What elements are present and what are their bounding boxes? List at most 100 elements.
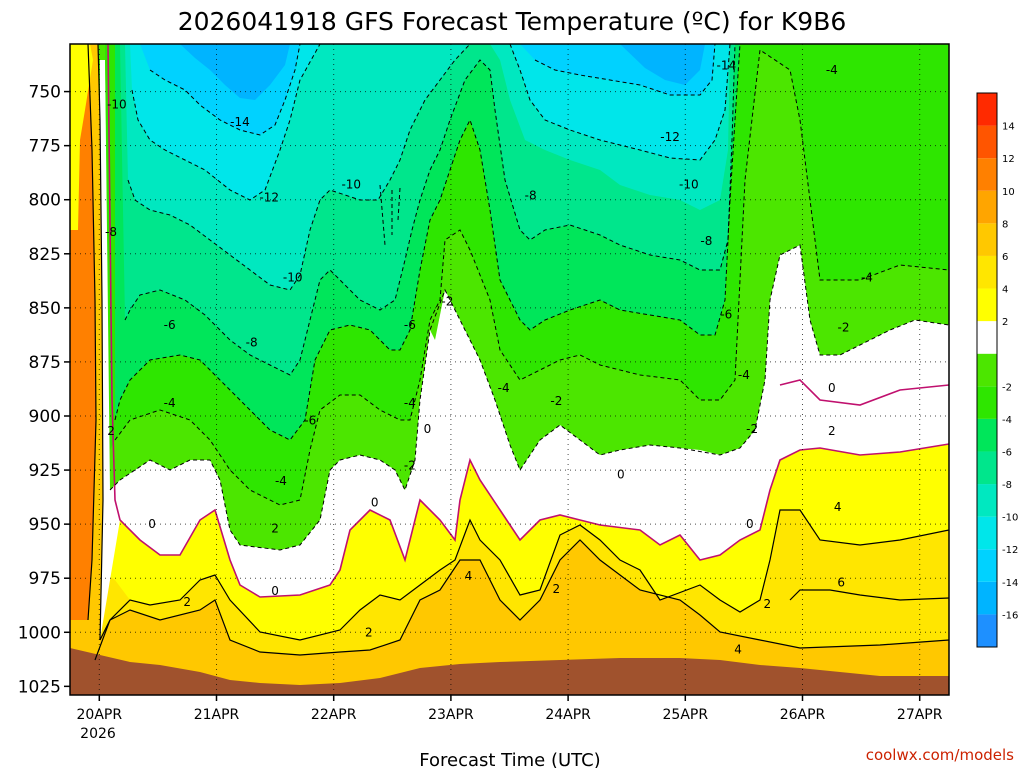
x-tick-label: 21APR xyxy=(194,707,240,723)
chart-title: 2026041918 GFS Forecast Temperature (ºC)… xyxy=(178,7,847,36)
colorbar-swatch xyxy=(977,190,997,224)
contour-label: 0 xyxy=(746,517,754,531)
contour-dashed xyxy=(109,44,949,551)
contour-label: 0 xyxy=(271,584,279,598)
contour-zero xyxy=(107,44,949,598)
contour-label: 2 xyxy=(764,597,772,611)
y-tick-label: 900 xyxy=(29,407,61,427)
contour-label: 2 xyxy=(107,424,115,438)
x-tick-label: 27APR xyxy=(897,707,943,723)
colorbar-swatch xyxy=(977,418,997,452)
y-tick-label: 825 xyxy=(29,245,61,265)
colorbar-tick-label: -12 xyxy=(1002,545,1018,556)
contour-label: 2 xyxy=(271,521,279,535)
x-tick-label: 20APR xyxy=(77,707,123,723)
contour-label: -8 xyxy=(246,335,258,349)
contour-label: -6 xyxy=(164,318,176,332)
contour-label: -14 xyxy=(230,115,250,129)
x-axis: 20APR 21APR 22APR 23APR 24APR 25APR 26APR 27APR xyxy=(77,695,943,723)
colorbar-swatch xyxy=(977,223,997,256)
x-tick-label: 26APR xyxy=(780,707,826,723)
contour-label: -4 xyxy=(861,271,873,285)
band-neg18-neg16 xyxy=(180,44,705,100)
contour-label: -2 xyxy=(550,394,562,408)
y-tick-label: 750 xyxy=(29,83,61,103)
ground xyxy=(70,648,949,695)
colorbar-frame xyxy=(976,92,998,648)
contour-label: 4 xyxy=(465,569,473,583)
colorbar-swatch xyxy=(977,614,997,647)
contour-label: -12 xyxy=(259,191,279,205)
contour-2 xyxy=(99,509,949,641)
contour-label: -10 xyxy=(107,98,127,112)
contour-label: 0 xyxy=(617,467,625,481)
contour-label: -4 xyxy=(164,396,176,410)
x-tick-label: 25APR xyxy=(663,707,709,723)
contour-label: -2 xyxy=(441,294,453,308)
y-tick-label: 975 xyxy=(29,569,61,589)
contour-label: 0 xyxy=(148,517,156,531)
y-axis: 750 775 800 825 850 875 900 925 950 975 1000 1025 xyxy=(18,83,70,697)
contour-label: 4 xyxy=(734,643,742,657)
colorbar-tick-label: -14 xyxy=(1002,578,1018,589)
colorbar-swatch xyxy=(977,386,997,419)
grid xyxy=(70,44,949,695)
band-neg16-neg14 xyxy=(140,44,715,135)
colorbar-tick-label: -8 xyxy=(1002,480,1012,491)
contour-label: -6 xyxy=(720,307,732,321)
colorbar-swatch xyxy=(977,321,997,354)
contour-label: -12 xyxy=(660,130,680,144)
colorbar-tick-label: -6 xyxy=(1002,447,1012,458)
contour-label: -4 xyxy=(826,63,838,77)
contour-label: -2 xyxy=(838,320,850,334)
colorbar-swatch xyxy=(977,255,997,289)
y-tick-label: 1000 xyxy=(18,623,61,643)
contour-label: 2 xyxy=(553,582,561,596)
colorbar-tick-label: -10 xyxy=(1002,513,1018,524)
colorbar-tick-label: -4 xyxy=(1002,415,1012,426)
band-left-yellow xyxy=(70,44,93,230)
colorbar-tick-label: 14 xyxy=(1002,122,1015,133)
colorbar-swatch xyxy=(977,158,997,191)
colorbar-tick-label: 4 xyxy=(1002,285,1008,296)
contour-label: -4 xyxy=(738,368,750,382)
y-tick-label: 775 xyxy=(29,137,61,157)
contour-label: 2 xyxy=(828,424,836,438)
contour-label: 4 xyxy=(834,500,842,514)
contour-label: -8 xyxy=(105,225,117,239)
contour-label: -14 xyxy=(717,59,737,73)
x-tick-label: 22APR xyxy=(311,707,357,723)
x-tick-label: 23APR xyxy=(428,707,474,723)
colorbar-swatch xyxy=(977,581,997,615)
y-tick-label: 850 xyxy=(29,299,61,319)
contour-label: 0 xyxy=(828,381,836,395)
colorbar-swatch xyxy=(977,93,997,126)
contour-label: -4 xyxy=(275,474,287,488)
colorbar-swatch xyxy=(977,516,997,550)
contour-label: 0 xyxy=(371,496,379,510)
contour-label: -10 xyxy=(341,178,361,192)
y-tick-label: 800 xyxy=(29,191,61,211)
contour-label: -4 xyxy=(404,396,416,410)
contour-4 xyxy=(94,539,949,661)
plot-frame xyxy=(69,43,950,696)
contour-label: -6 xyxy=(304,413,316,427)
colorbar-tick-label: -16 xyxy=(1002,610,1018,621)
colorbar-swatch xyxy=(977,451,997,485)
colorbar-tick-label: 10 xyxy=(1002,187,1015,198)
contour-label: -2 xyxy=(746,422,758,436)
plot-area: -10 -14 -14 -4 -12 -10 -12 -10 -8 -8 -8 -10 -4 -2 -6 -6… xyxy=(70,44,949,695)
x-tick-label: 24APR xyxy=(545,707,591,723)
contour-label: 0 xyxy=(424,422,432,436)
contour-label: -2 xyxy=(404,459,416,473)
contour-6 xyxy=(789,589,949,601)
contour-label: 6 xyxy=(837,576,845,590)
contour-labels: -10 -14 -14 -4 -12 -10 -12 -10 -8 -8 -8 -10 -4 -2 -6 -6… xyxy=(105,59,873,657)
colorbar-swatch xyxy=(977,288,997,322)
colorbar-tick-label: 6 xyxy=(1002,252,1008,263)
y-tick-label: 925 xyxy=(29,461,61,481)
y-tick-label: 1025 xyxy=(18,677,61,697)
credit-text: coolwx.com/models xyxy=(866,746,1014,764)
contour-label: -8 xyxy=(525,188,537,202)
